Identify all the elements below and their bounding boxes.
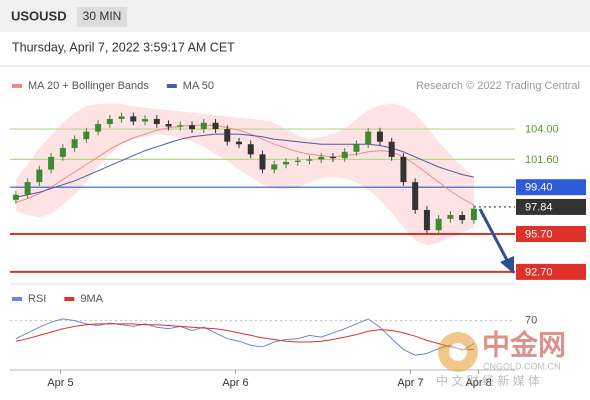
- level-label: 104.00: [525, 123, 559, 135]
- candle-body: [470, 208, 477, 221]
- level-label: 92.70: [525, 266, 553, 278]
- candle-body: [130, 116, 137, 122]
- candle-body: [118, 116, 125, 119]
- candle-body: [212, 122, 219, 130]
- candle-body: [447, 215, 454, 219]
- candle-body: [423, 209, 430, 231]
- candle-body: [341, 151, 348, 159]
- candle-body: [200, 122, 207, 130]
- candle-body: [318, 156, 325, 160]
- watermark-logo-inner: [449, 343, 467, 361]
- candle-body: [153, 118, 160, 125]
- candle-body: [376, 131, 383, 142]
- candle-body: [412, 182, 419, 210]
- x-tick-label: Apr 8: [465, 377, 491, 389]
- legend-swatch: [12, 84, 22, 88]
- watermark-name: 中金网: [482, 328, 566, 360]
- legend-label: RSI: [28, 293, 46, 305]
- forecast-arrow: [478, 208, 510, 263]
- legend-swatch: [64, 297, 75, 301]
- candle-body: [83, 131, 90, 140]
- timeframe: 30 MIN: [83, 9, 122, 23]
- level-label-box: [516, 263, 586, 280]
- timeframe-box: [77, 7, 127, 27]
- candle-body: [177, 125, 184, 127]
- candle-body: [71, 139, 78, 149]
- line-series: [15, 323, 474, 350]
- legend-label: 9MA: [80, 293, 103, 305]
- level-label-box: [516, 225, 586, 242]
- legend-swatch: [166, 84, 177, 88]
- candle-body: [259, 154, 266, 170]
- legend-label: MA 20 + Bollinger Bands: [28, 80, 149, 92]
- candle-body: [12, 194, 19, 200]
- level-label-box: [516, 198, 586, 215]
- symbol: USOUSD: [11, 8, 67, 23]
- candle-body: [400, 156, 407, 183]
- legend-swatch: [12, 297, 22, 301]
- level-label: 99.40: [525, 182, 553, 194]
- candle-body: [224, 129, 231, 142]
- candle-body: [353, 144, 360, 152]
- line-series: [15, 318, 475, 356]
- candle-body: [435, 218, 442, 231]
- candle-body: [142, 118, 149, 122]
- candle-body: [459, 215, 466, 221]
- x-tick-label: Apr 6: [222, 377, 248, 389]
- candle-body: [106, 118, 113, 125]
- level-label: 101.60: [525, 154, 559, 166]
- legend-label: MA 50: [183, 80, 214, 92]
- level-label: 97.84: [525, 201, 553, 213]
- level-label-box: [516, 179, 586, 196]
- candle-body: [95, 124, 102, 132]
- x-tick-label: Apr 7: [397, 377, 423, 389]
- candle-body: [59, 148, 66, 157]
- candle-body: [36, 169, 43, 183]
- source: Research © 2022 Trading Central: [416, 80, 580, 92]
- watermark-tagline: 中 文 财 经 新 媒 体: [436, 373, 540, 388]
- candle-body: [24, 182, 31, 195]
- level-label: 95.70: [525, 228, 553, 240]
- y-tick-label: 70: [525, 314, 537, 326]
- subtitle: Thursday, April 7, 2022 3:59:17 AM CET: [12, 40, 235, 54]
- candle-body: [306, 159, 313, 161]
- candle-body: [247, 144, 254, 155]
- candle-body: [282, 161, 289, 165]
- candle-body: [165, 124, 172, 127]
- ma-line: [15, 133, 475, 198]
- candle-body: [294, 160, 301, 162]
- watermark: 中金网 CNGOLD.COM.CN 中 文 财 经 新 媒 体: [436, 328, 566, 388]
- candle-body: [365, 131, 372, 145]
- candle-body: [236, 141, 243, 145]
- candle-body: [388, 141, 395, 157]
- forecast-arrowhead: [500, 256, 514, 274]
- candle-body: [48, 156, 55, 170]
- ma-line: [15, 124, 475, 206]
- candle-body: [271, 164, 278, 170]
- candle-body: [189, 125, 196, 130]
- candle-body: [329, 156, 336, 159]
- watermark-url: CNGOLD.COM.CN: [483, 361, 561, 371]
- x-tick-label: Apr 5: [47, 377, 73, 389]
